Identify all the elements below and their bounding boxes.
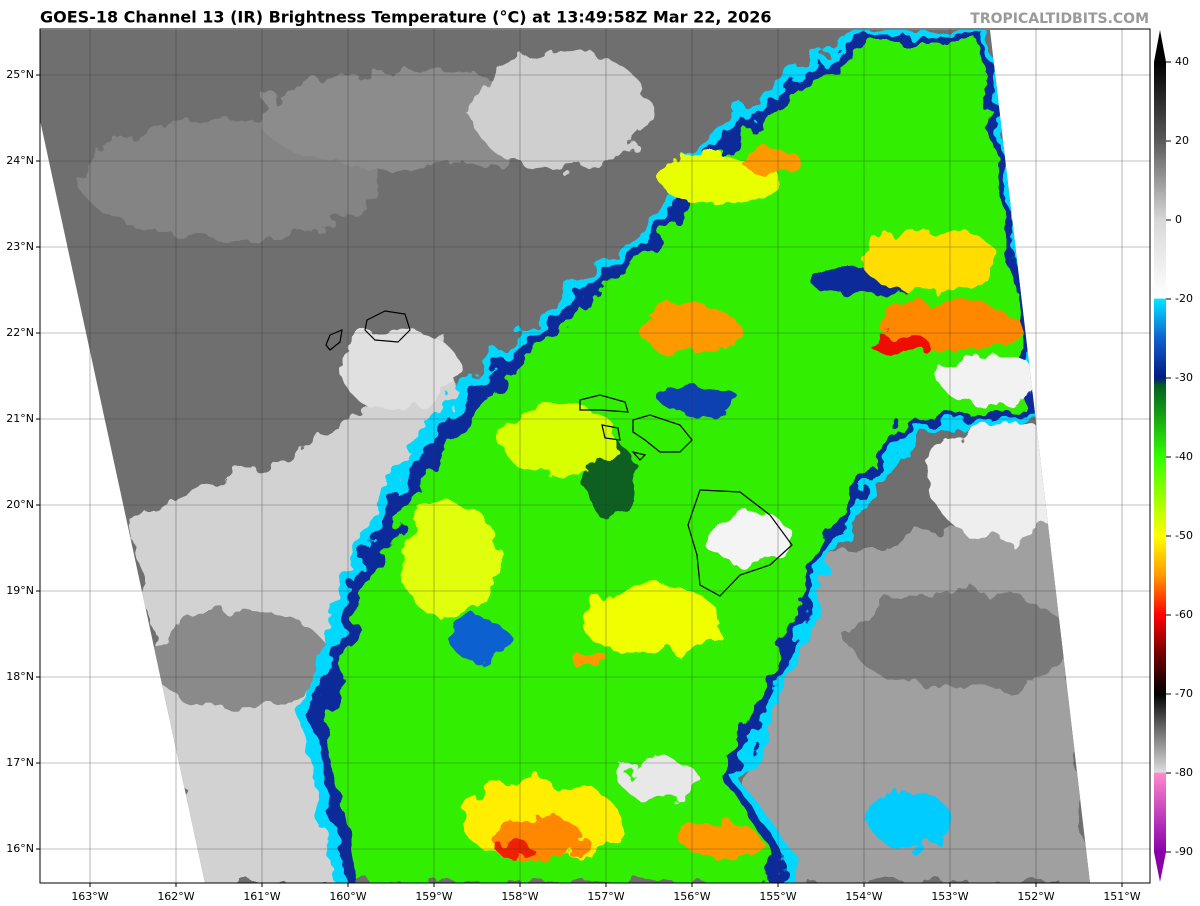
lon-label: 158°W [501,890,538,903]
lon-label: 156°W [673,890,710,903]
lat-label: 24°N [6,154,34,167]
coastlines [325,310,793,597]
lon-label: 152°W [1017,890,1054,903]
lat-label: 23°N [6,240,34,253]
imagery [40,29,1150,883]
colorbar-label: -40 [1175,450,1193,463]
map-frame [39,28,1151,884]
lon-label: 157°W [587,890,624,903]
lon-label: 159°W [415,890,452,903]
lat-label: 19°N [6,584,34,597]
lon-label: 155°W [759,890,796,903]
colorbar-bar [1154,62,1166,852]
colorbar-bottom-arrow [1154,852,1166,882]
lon-label: 161°W [243,890,280,903]
lat-label: 18°N [6,670,34,683]
colorbar-label: -60 [1175,608,1193,621]
lat-label: 21°N [6,412,34,425]
lat-label: 25°N [6,68,34,81]
colorbar-label: 20 [1175,134,1189,147]
lon-label: 154°W [845,890,882,903]
lon-label: 153°W [931,890,968,903]
credit: TROPICALTIDBITS.COM [970,11,1149,27]
lat-label: 16°N [6,842,34,855]
lon-label: 151°W [1103,890,1140,903]
lon-label: 160°W [329,890,366,903]
colorbar-label: -70 [1175,687,1193,700]
title: GOES-18 Channel 13 (IR) Brightness Tempe… [40,8,772,27]
lat-label: 20°N [6,498,34,511]
colorbar-top-arrow [1154,30,1166,62]
colorbar-label: -50 [1175,529,1193,542]
colorbar-label: 0 [1175,213,1182,226]
colorbar [1154,30,1166,882]
lon-label: 163°W [71,890,108,903]
lon-label: 162°W [157,890,194,903]
colorbar-label: -30 [1175,371,1193,384]
colorbar-label: -90 [1175,845,1193,858]
colorbar-label: -80 [1175,766,1193,779]
colorbar-label: 40 [1175,55,1189,68]
graticule [40,29,1150,883]
colorbar-label: -20 [1175,292,1193,305]
lat-label: 17°N [6,756,34,769]
lat-label: 22°N [6,326,34,339]
